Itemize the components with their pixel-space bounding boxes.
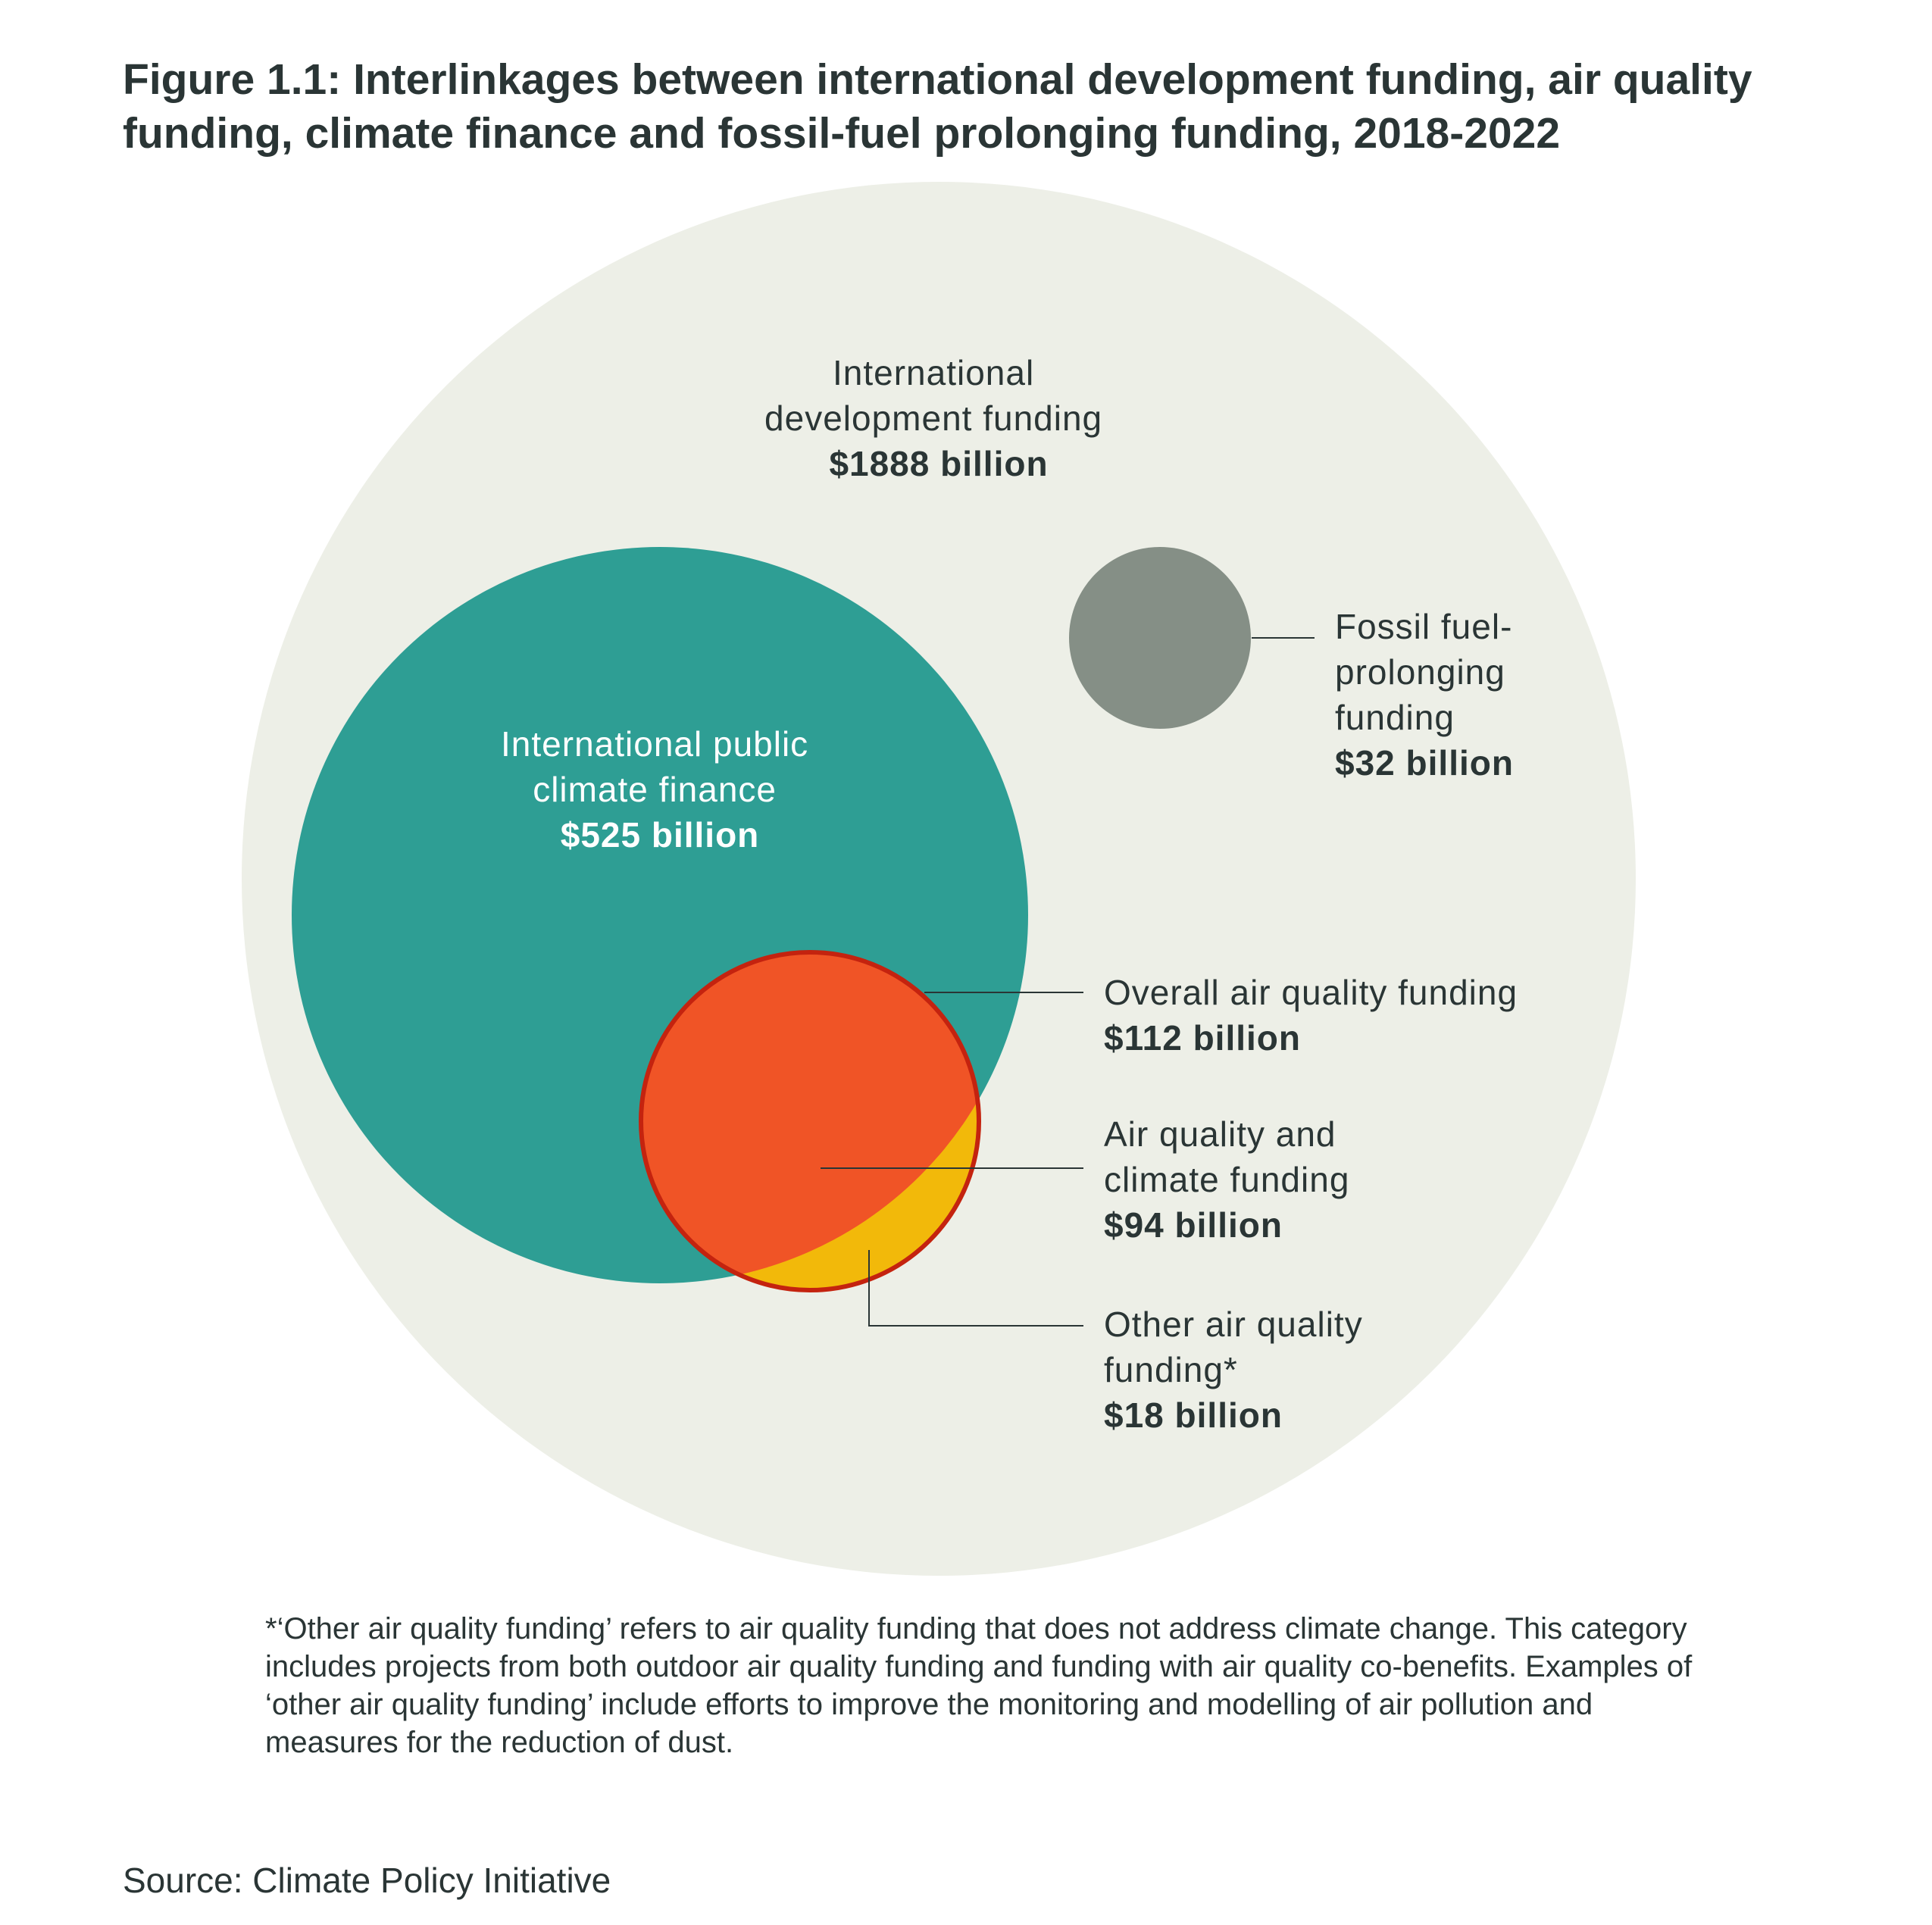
label-line: Other air quality bbox=[1104, 1305, 1363, 1344]
label-line: climate funding bbox=[1104, 1160, 1349, 1199]
fossil-fuel-label: Fossil fuel- prolonging funding $32 bill… bbox=[1335, 607, 1523, 783]
label-line: climate finance bbox=[533, 770, 777, 809]
development-label: International development funding $1888 … bbox=[764, 353, 1113, 483]
overall-air-quality-label: Overall air quality funding $112 billion bbox=[1104, 973, 1528, 1058]
air-climate-overlap-region bbox=[641, 952, 979, 1283]
label-value: $18 billion bbox=[1104, 1395, 1283, 1435]
label-line: prolonging bbox=[1335, 652, 1505, 692]
label-value: $1888 billion bbox=[829, 444, 1048, 483]
label-line: funding bbox=[1335, 698, 1455, 737]
fossil-fuel-funding-circle bbox=[1069, 547, 1251, 729]
label-line: Air quality and bbox=[1104, 1114, 1336, 1154]
air-climate-label: Air quality and climate funding $94 bill… bbox=[1104, 1114, 1360, 1245]
figure-title: Figure 1.1: Interlinkages between intern… bbox=[123, 55, 1752, 158]
label-line: funding* bbox=[1104, 1350, 1238, 1389]
label-value: $525 billion bbox=[561, 815, 760, 855]
label-line: Fossil fuel- bbox=[1335, 607, 1512, 646]
label-value: $112 billion bbox=[1104, 1018, 1301, 1058]
label-line: development funding bbox=[764, 398, 1102, 438]
other-air-quality-label: Other air quality funding* $18 billion bbox=[1104, 1305, 1373, 1435]
label-value: $32 billion bbox=[1335, 743, 1514, 783]
other-air-leader-line bbox=[868, 1250, 1083, 1327]
label-line: Overall air quality funding bbox=[1104, 973, 1518, 1012]
air-quality-outline bbox=[639, 950, 981, 1292]
source-note: Source: Climate Policy Initiative bbox=[123, 1861, 611, 1900]
label-line: International public bbox=[501, 724, 808, 764]
climate-finance-label: International public climate finance $52… bbox=[501, 724, 819, 855]
footnote: *‘Other air quality funding’ refers to a… bbox=[265, 1612, 1693, 1759]
label-line: International bbox=[833, 353, 1034, 392]
label-value: $94 billion bbox=[1104, 1205, 1283, 1245]
